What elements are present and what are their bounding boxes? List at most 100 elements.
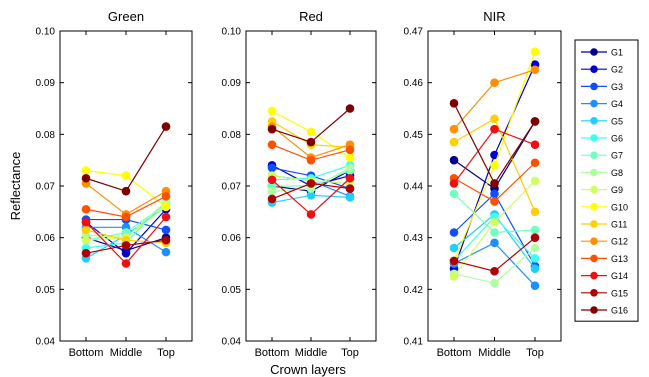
- data-point-g13: [306, 155, 316, 165]
- legend-swatch-marker: [590, 48, 598, 56]
- y-tick-label: 0.08: [222, 130, 242, 141]
- y-tick-label: 0.09: [222, 78, 242, 89]
- panel-red: Red 0.04 0.05 0.06 0.07 0.08 0.09 0.10 Bottom Mid…: [222, 9, 377, 359]
- data-point-g5: [530, 264, 540, 273]
- x-tick-label: Bottom: [69, 347, 104, 359]
- data-point-g5: [345, 193, 355, 202]
- x-tick-label: Top: [341, 347, 359, 359]
- legend-swatch-marker: [590, 82, 598, 91]
- legend-entry-g12: G12: [611, 237, 628, 247]
- legend-entry-g2: G2: [611, 65, 623, 75]
- data-point-g16: [161, 122, 171, 131]
- legend-entry-g13: G13: [611, 254, 628, 264]
- data-point-g13: [345, 145, 355, 155]
- data-point-g3: [449, 228, 459, 237]
- data-point-g12: [449, 124, 459, 134]
- data-point-g15: [161, 235, 171, 245]
- data-point-g7: [490, 228, 499, 237]
- data-point-g16: [81, 173, 91, 183]
- legend-entry-g11: G11: [611, 220, 627, 230]
- data-point-g3: [490, 189, 499, 199]
- data-point-g11: [530, 207, 540, 217]
- legend-entry-g15: G15: [611, 288, 628, 298]
- data-point-g15: [81, 248, 91, 258]
- legend-entry-g6: G6: [611, 134, 623, 144]
- data-point-g16: [530, 117, 540, 126]
- data-point-g15: [306, 179, 316, 188]
- data-point-g10: [345, 153, 355, 162]
- legend-entry-g14: G14: [611, 271, 628, 281]
- data-point-g3: [161, 225, 171, 235]
- data-point-g13: [267, 140, 277, 149]
- legend-swatch-marker: [590, 117, 598, 125]
- legend-entry-g8: G8: [611, 168, 623, 178]
- legend-entry-g5: G5: [611, 116, 623, 126]
- legend-swatch-marker: [590, 134, 598, 142]
- data-point-g13: [81, 204, 91, 214]
- data-point-g13: [530, 158, 540, 168]
- legend-swatch-marker: [590, 306, 598, 314]
- data-point-g13: [490, 197, 499, 206]
- data-point-g11: [490, 114, 499, 124]
- data-point-g7: [530, 225, 540, 235]
- legend-box: [574, 39, 639, 322]
- data-point-g10: [490, 161, 499, 170]
- data-point-g9: [530, 176, 540, 186]
- data-point-g14: [267, 175, 277, 185]
- data-point-g5: [449, 243, 459, 253]
- legend-entry-g3: G3: [611, 82, 623, 92]
- data-point-g4: [490, 238, 499, 248]
- data-point-g4: [161, 247, 171, 257]
- data-point-g10: [81, 166, 91, 175]
- data-point-g14: [81, 217, 91, 227]
- legend-entry-g10: G10: [611, 202, 628, 212]
- y-tick-label: 0.09: [36, 78, 56, 89]
- data-point-g16: [490, 179, 499, 188]
- data-point-g2: [490, 150, 499, 160]
- data-point-g5: [306, 191, 316, 200]
- x-tick-label: Top: [157, 347, 175, 359]
- x-tick-label: Bottom: [437, 347, 472, 359]
- data-point-g14: [530, 140, 540, 149]
- y-tick-label: 0.43: [404, 233, 424, 244]
- data-point-g8: [267, 186, 277, 196]
- legend-swatch-marker: [590, 151, 598, 159]
- y-tick-label: 0.06: [222, 233, 242, 244]
- x-tick-label: Middle: [110, 347, 142, 359]
- y-tick-label: 0.07: [36, 182, 56, 193]
- legend-swatch-marker: [590, 185, 598, 194]
- legend-entry-g16: G16: [611, 306, 628, 316]
- x-axis-label: Crown layers: [270, 362, 346, 377]
- legend-swatch-marker: [590, 220, 598, 228]
- data-point-g9: [490, 217, 499, 227]
- plot-frame: [59, 30, 193, 342]
- data-point-g13: [121, 212, 131, 222]
- y-tick-label: 0.10: [36, 27, 56, 38]
- panel-title: Red: [299, 9, 323, 24]
- data-point-g10: [306, 127, 316, 137]
- data-point-g15: [449, 256, 459, 266]
- y-tick-label: 0.05: [222, 285, 242, 296]
- y-tick-label: 0.10: [222, 27, 242, 38]
- data-point-g8: [530, 243, 540, 253]
- y-tick-label: 0.07: [222, 182, 242, 193]
- data-point-g15: [490, 266, 499, 276]
- data-point-g11: [449, 137, 459, 147]
- data-point-g14: [449, 179, 459, 188]
- data-point-g16: [306, 137, 316, 147]
- y-tick-label: 0.45: [404, 130, 424, 141]
- data-point-g8: [345, 163, 355, 173]
- legend-entry-g4: G4: [611, 99, 623, 109]
- y-tick-label: 0.06: [36, 233, 56, 244]
- data-point-g15: [121, 241, 131, 250]
- data-point-g10: [161, 202, 171, 211]
- data-point-g16: [449, 99, 459, 108]
- panel-nir: NIR 0.41 0.42 0.43 0.44 0.45 0.46 0.47 Bottom Mid…: [404, 9, 562, 359]
- data-point-g16: [121, 186, 131, 196]
- y-tick-label: 0.05: [36, 285, 56, 296]
- legend-swatch-marker: [590, 254, 598, 263]
- data-point-g14: [161, 212, 171, 222]
- y-tick-label: 0.08: [36, 130, 56, 141]
- legend-swatch-marker: [590, 271, 598, 280]
- legend-swatch-marker: [590, 289, 598, 297]
